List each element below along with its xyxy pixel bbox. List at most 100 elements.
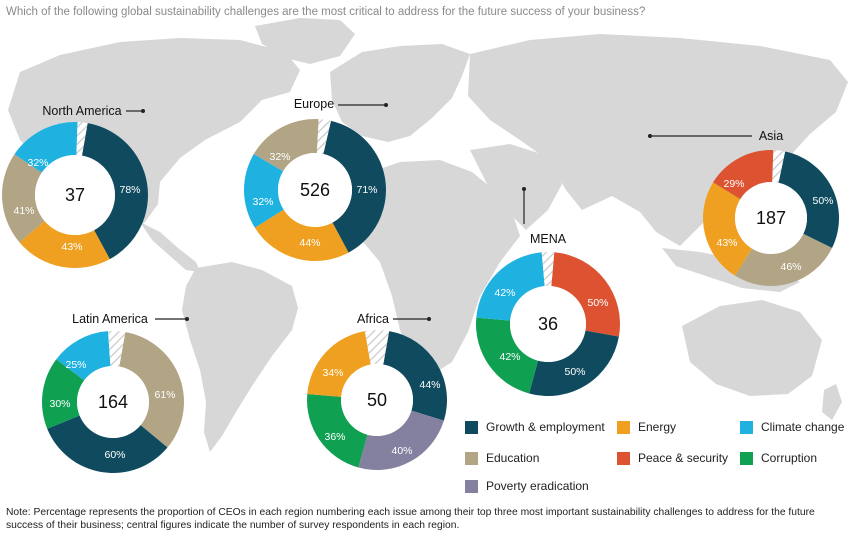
slice-label-latin-america-growth: 60% [104,449,125,461]
map-africa [350,160,520,376]
slice-africa-growth [383,331,448,421]
slice-africa-poverty [358,410,444,471]
slice-north-america-energy [19,220,110,268]
center-value-latin-america: 164 [98,392,128,412]
slice-asia-growth [778,151,839,248]
region-title-mena: MENA [530,232,567,246]
slice-mena-corruption [476,317,539,394]
legend-swatch-corruption [740,452,753,465]
pointer-dot-north-america [141,109,145,113]
slice-label-mena-growth: 50% [564,366,585,378]
pointer-dot-latin-america [185,317,189,321]
label-pointers [126,103,752,321]
slice-africa-corruption [306,393,368,468]
legend-label-energy: Energy [638,420,677,434]
slice-label-north-america-education: 41% [13,205,34,217]
slice-label-asia-energy: 43% [716,237,737,249]
map-south-america [182,262,298,452]
legend-label-poverty: Poverty eradication [486,479,589,493]
map-japan [782,100,808,146]
slice-mena-growth [529,330,619,397]
center-value-asia: 187 [756,208,786,228]
slice-mena-peace [551,252,620,337]
slice-latin-america-education [119,332,184,448]
map-europe [330,44,470,142]
map-new-zealand [822,384,842,420]
slice-label-africa-corruption: 36% [324,431,345,443]
center-value-europe: 526 [300,180,330,200]
legend-label-education: Education [486,451,540,465]
center-value-africa: 50 [367,390,387,410]
donut-hole-africa [341,364,413,436]
slice-label-africa-poverty: 40% [391,445,412,457]
slice-label-mena-climate: 42% [494,287,515,299]
legend-swatch-education [465,452,478,465]
slice-label-latin-america-education: 61% [154,389,175,401]
slice-europe-hatched-gap [316,119,331,154]
slice-north-america-hatched-gap [76,122,88,156]
slice-label-mena-peace: 50% [587,297,608,309]
world-map [8,18,848,452]
slice-label-mena-corruption: 42% [499,351,520,363]
slice-north-america-growth [81,123,148,260]
slice-europe-growth [323,120,386,253]
map-australia [682,300,822,396]
slice-africa-hatched-gap [364,329,390,365]
slice-label-africa-growth: 44% [419,379,440,391]
slice-label-europe-climate: 32% [252,196,273,208]
footnote: Note: Percentage represents the proporti… [6,507,815,531]
donut-africa: 50 44% 40% 36% 34% [306,329,448,471]
region-title-europe: Europe [294,97,334,111]
legend-swatch-growth [465,421,478,434]
slice-latin-america-corruption [41,359,85,429]
donut-mena: 36 50% 50% 42% 42% [476,252,620,397]
pointer-dot-africa [427,317,431,321]
legend-swatch-climate [740,421,753,434]
slice-label-latin-america-climate: 25% [65,359,86,371]
slice-label-asia-peace: 29% [723,178,744,190]
slice-label-africa-energy: 34% [322,367,343,379]
map-greenland [255,18,355,64]
slice-label-north-america-climate: 32% [27,157,48,169]
donut-europe: 526 71% 44% 32% 32% [243,119,386,261]
donut-hole-europe [278,153,352,227]
center-value-mena: 36 [538,314,558,334]
legend-swatch-poverty [465,480,478,493]
donut-hole-mena [510,286,586,362]
slice-label-asia-growth: 50% [812,195,833,207]
slice-label-europe-energy: 44% [299,237,320,249]
donut-north-america: 37 78% 43% 41% 32% [1,122,148,268]
slice-north-america-climate [14,122,78,173]
map-middle-east [470,144,562,230]
slice-asia-energy [703,182,752,276]
slice-label-north-america-energy: 43% [61,241,82,253]
region-title-latin-america: Latin America [72,312,148,326]
map-asia [468,34,848,246]
slice-asia-education [734,233,833,286]
slice-latin-america-climate [56,331,111,381]
pointer-dot-europe [384,103,388,107]
legend-swatch-energy [617,421,630,434]
slice-africa-energy [307,331,371,397]
pointer-dot-mena [522,187,526,191]
slice-label-asia-education: 46% [780,261,801,273]
slice-label-europe-education: 32% [269,151,290,163]
pointer-dot-asia [648,134,652,138]
chart-question: Which of the following global sustainabi… [6,6,646,18]
donut-latin-america: 164 61% 60% 30% 25% [41,330,184,474]
slice-mena-hatched-gap [541,252,555,287]
slice-asia-peace [713,150,774,200]
donut-asia: 187 50% 46% 43% 29% [703,150,839,286]
map-central-america [140,222,200,272]
legend-label-growth: Growth & employment [486,420,605,434]
region-title-africa: Africa [357,312,389,326]
slice-europe-education [253,119,319,172]
region-title-north-america: North America [42,104,121,118]
center-value-north-america: 37 [65,185,85,205]
slice-latin-america-growth [47,415,168,474]
slice-asia-hatched-gap [772,150,786,183]
donut-hole-asia [735,182,807,254]
legend-label-climate: Climate change [761,420,845,434]
